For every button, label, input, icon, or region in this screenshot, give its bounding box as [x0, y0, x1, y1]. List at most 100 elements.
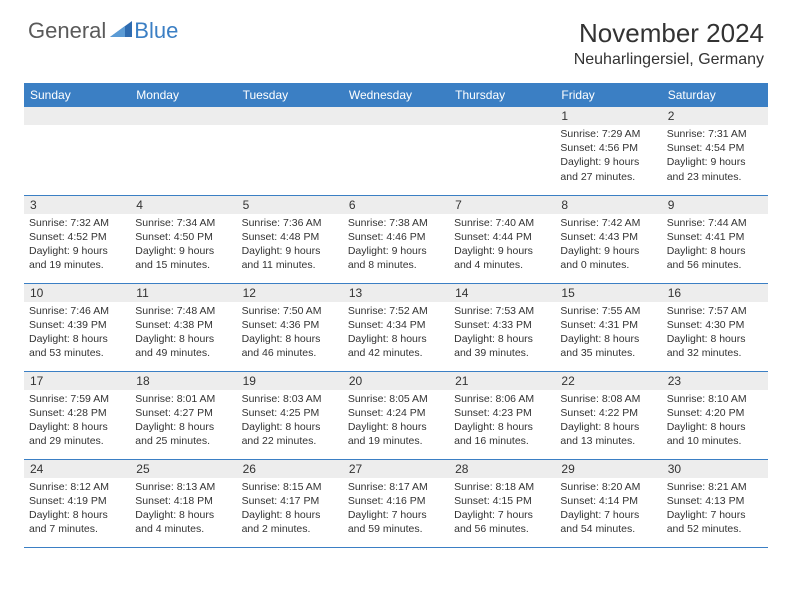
- day-details: Sunrise: 7:46 AMSunset: 4:39 PMDaylight:…: [24, 302, 130, 365]
- day-number: 2: [662, 107, 768, 125]
- weekday-header: Thursday: [449, 83, 555, 107]
- day-details: Sunrise: 7:53 AMSunset: 4:33 PMDaylight:…: [449, 302, 555, 365]
- sunrise-line: Sunrise: 8:12 AM: [29, 480, 125, 494]
- calendar-day-cell: 25Sunrise: 8:13 AMSunset: 4:18 PMDayligh…: [130, 459, 236, 547]
- sunrise-line: Sunrise: 7:57 AM: [667, 304, 763, 318]
- calendar-empty-cell: [343, 107, 449, 195]
- daylight-line: Daylight: 8 hours and 32 minutes.: [667, 332, 763, 360]
- calendar-day-cell: 6Sunrise: 7:38 AMSunset: 4:46 PMDaylight…: [343, 195, 449, 283]
- calendar-day-cell: 14Sunrise: 7:53 AMSunset: 4:33 PMDayligh…: [449, 283, 555, 371]
- logo-triangle-icon: [110, 21, 132, 42]
- sunset-line: Sunset: 4:30 PM: [667, 318, 763, 332]
- day-details: Sunrise: 8:12 AMSunset: 4:19 PMDaylight:…: [24, 478, 130, 541]
- day-number: 30: [662, 460, 768, 478]
- sunset-line: Sunset: 4:18 PM: [135, 494, 231, 508]
- calendar-empty-cell: [130, 107, 236, 195]
- calendar-day-cell: 8Sunrise: 7:42 AMSunset: 4:43 PMDaylight…: [555, 195, 661, 283]
- daylight-line: Daylight: 8 hours and 39 minutes.: [454, 332, 550, 360]
- empty-day-number: [449, 107, 555, 125]
- calendar-day-cell: 2Sunrise: 7:31 AMSunset: 4:54 PMDaylight…: [662, 107, 768, 195]
- daylight-line: Daylight: 8 hours and 42 minutes.: [348, 332, 444, 360]
- calendar-day-cell: 10Sunrise: 7:46 AMSunset: 4:39 PMDayligh…: [24, 283, 130, 371]
- day-details: Sunrise: 7:48 AMSunset: 4:38 PMDaylight:…: [130, 302, 236, 365]
- sunrise-line: Sunrise: 7:29 AM: [560, 127, 656, 141]
- day-details: Sunrise: 7:44 AMSunset: 4:41 PMDaylight:…: [662, 214, 768, 277]
- day-details: Sunrise: 7:40 AMSunset: 4:44 PMDaylight:…: [449, 214, 555, 277]
- logo-text-general: General: [28, 18, 106, 44]
- sunset-line: Sunset: 4:38 PM: [135, 318, 231, 332]
- sunset-line: Sunset: 4:27 PM: [135, 406, 231, 420]
- sunrise-line: Sunrise: 8:10 AM: [667, 392, 763, 406]
- calendar-day-cell: 23Sunrise: 8:10 AMSunset: 4:20 PMDayligh…: [662, 371, 768, 459]
- sunset-line: Sunset: 4:41 PM: [667, 230, 763, 244]
- sunrise-line: Sunrise: 7:59 AM: [29, 392, 125, 406]
- daylight-line: Daylight: 8 hours and 53 minutes.: [29, 332, 125, 360]
- day-number: 9: [662, 196, 768, 214]
- day-number: 8: [555, 196, 661, 214]
- calendar-day-cell: 28Sunrise: 8:18 AMSunset: 4:15 PMDayligh…: [449, 459, 555, 547]
- day-number: 4: [130, 196, 236, 214]
- sunset-line: Sunset: 4:33 PM: [454, 318, 550, 332]
- sunrise-line: Sunrise: 7:53 AM: [454, 304, 550, 318]
- day-details: Sunrise: 8:10 AMSunset: 4:20 PMDaylight:…: [662, 390, 768, 453]
- calendar-day-cell: 13Sunrise: 7:52 AMSunset: 4:34 PMDayligh…: [343, 283, 449, 371]
- sunrise-line: Sunrise: 7:31 AM: [667, 127, 763, 141]
- weekday-header: Friday: [555, 83, 661, 107]
- sunset-line: Sunset: 4:39 PM: [29, 318, 125, 332]
- sunset-line: Sunset: 4:52 PM: [29, 230, 125, 244]
- day-details: Sunrise: 7:29 AMSunset: 4:56 PMDaylight:…: [555, 125, 661, 188]
- page-title: November 2024: [574, 18, 764, 49]
- empty-day-number: [343, 107, 449, 125]
- weekday-header: Saturday: [662, 83, 768, 107]
- sunrise-line: Sunrise: 8:18 AM: [454, 480, 550, 494]
- day-details: Sunrise: 7:42 AMSunset: 4:43 PMDaylight:…: [555, 214, 661, 277]
- daylight-line: Daylight: 8 hours and 25 minutes.: [135, 420, 231, 448]
- calendar-day-cell: 16Sunrise: 7:57 AMSunset: 4:30 PMDayligh…: [662, 283, 768, 371]
- sunset-line: Sunset: 4:17 PM: [242, 494, 338, 508]
- sunrise-line: Sunrise: 7:38 AM: [348, 216, 444, 230]
- sunrise-line: Sunrise: 7:52 AM: [348, 304, 444, 318]
- day-details: Sunrise: 8:21 AMSunset: 4:13 PMDaylight:…: [662, 478, 768, 541]
- sunset-line: Sunset: 4:31 PM: [560, 318, 656, 332]
- day-details: Sunrise: 7:59 AMSunset: 4:28 PMDaylight:…: [24, 390, 130, 453]
- weekday-header: Wednesday: [343, 83, 449, 107]
- sunset-line: Sunset: 4:19 PM: [29, 494, 125, 508]
- day-details: Sunrise: 8:15 AMSunset: 4:17 PMDaylight:…: [237, 478, 343, 541]
- day-number: 6: [343, 196, 449, 214]
- title-block: November 2024 Neuharlingersiel, Germany: [574, 18, 764, 69]
- calendar-day-cell: 18Sunrise: 8:01 AMSunset: 4:27 PMDayligh…: [130, 371, 236, 459]
- calendar-day-cell: 26Sunrise: 8:15 AMSunset: 4:17 PMDayligh…: [237, 459, 343, 547]
- daylight-line: Daylight: 8 hours and 2 minutes.: [242, 508, 338, 536]
- sunset-line: Sunset: 4:48 PM: [242, 230, 338, 244]
- day-number: 24: [24, 460, 130, 478]
- calendar-empty-cell: [449, 107, 555, 195]
- sunrise-line: Sunrise: 7:55 AM: [560, 304, 656, 318]
- calendar-day-cell: 21Sunrise: 8:06 AMSunset: 4:23 PMDayligh…: [449, 371, 555, 459]
- day-number: 29: [555, 460, 661, 478]
- daylight-line: Daylight: 8 hours and 4 minutes.: [135, 508, 231, 536]
- day-number: 7: [449, 196, 555, 214]
- daylight-line: Daylight: 8 hours and 16 minutes.: [454, 420, 550, 448]
- sunrise-line: Sunrise: 8:01 AM: [135, 392, 231, 406]
- day-number: 15: [555, 284, 661, 302]
- daylight-line: Daylight: 8 hours and 7 minutes.: [29, 508, 125, 536]
- day-details: Sunrise: 8:05 AMSunset: 4:24 PMDaylight:…: [343, 390, 449, 453]
- daylight-line: Daylight: 8 hours and 22 minutes.: [242, 420, 338, 448]
- day-number: 17: [24, 372, 130, 390]
- calendar-day-cell: 20Sunrise: 8:05 AMSunset: 4:24 PMDayligh…: [343, 371, 449, 459]
- calendar-day-cell: 24Sunrise: 8:12 AMSunset: 4:19 PMDayligh…: [24, 459, 130, 547]
- sunset-line: Sunset: 4:14 PM: [560, 494, 656, 508]
- day-details: Sunrise: 7:52 AMSunset: 4:34 PMDaylight:…: [343, 302, 449, 365]
- day-details: Sunrise: 7:31 AMSunset: 4:54 PMDaylight:…: [662, 125, 768, 188]
- calendar-day-cell: 27Sunrise: 8:17 AMSunset: 4:16 PMDayligh…: [343, 459, 449, 547]
- sunset-line: Sunset: 4:34 PM: [348, 318, 444, 332]
- day-number: 3: [24, 196, 130, 214]
- day-number: 1: [555, 107, 661, 125]
- daylight-line: Daylight: 9 hours and 19 minutes.: [29, 244, 125, 272]
- day-details: Sunrise: 7:38 AMSunset: 4:46 PMDaylight:…: [343, 214, 449, 277]
- sunset-line: Sunset: 4:43 PM: [560, 230, 656, 244]
- location-label: Neuharlingersiel, Germany: [574, 51, 764, 69]
- empty-day-number: [130, 107, 236, 125]
- sunrise-line: Sunrise: 7:34 AM: [135, 216, 231, 230]
- sunrise-line: Sunrise: 8:03 AM: [242, 392, 338, 406]
